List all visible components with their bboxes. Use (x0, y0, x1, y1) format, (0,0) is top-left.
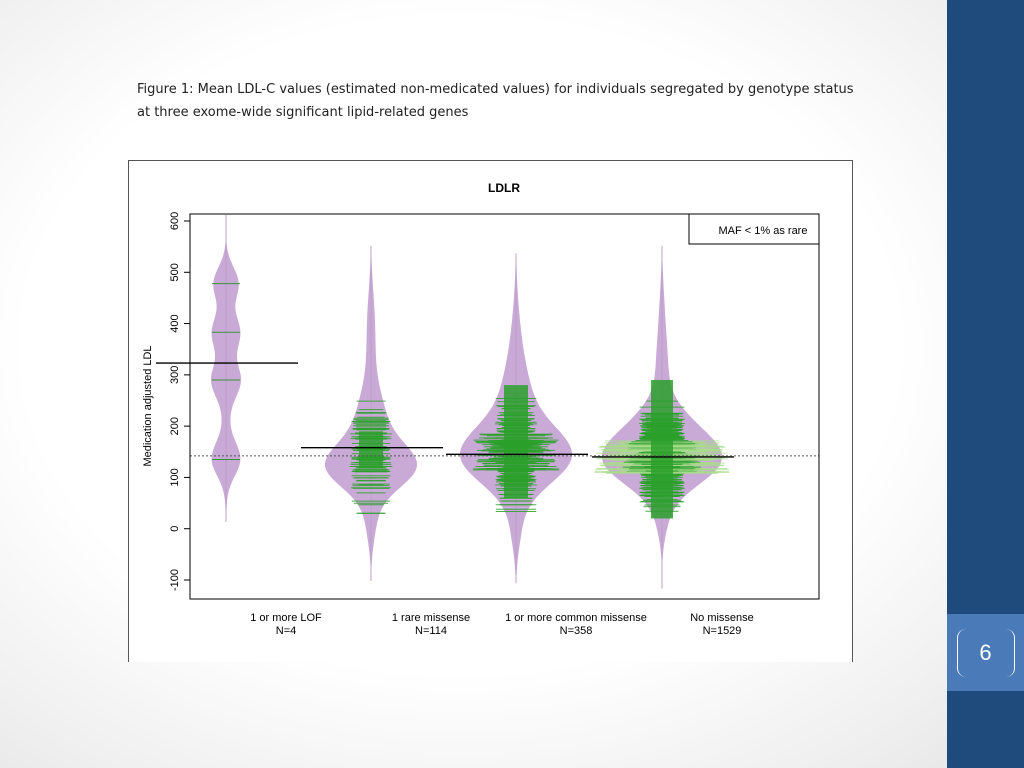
page-number: 6 (979, 639, 992, 665)
bean-core (359, 431, 383, 469)
x-category-count: N=358 (560, 625, 593, 637)
page-number-bracket (957, 629, 1015, 677)
y-tick-label: 400 (169, 314, 181, 332)
bean-core (651, 379, 673, 519)
ldlr-beanplot: LDLR MAF < 1% as rare -100 0 100 200 300 400 5… (142, 181, 820, 637)
x-category-count: N=114 (415, 625, 447, 637)
y-tick-label: 300 (169, 366, 181, 384)
legend-text: MAF < 1% as rare (719, 225, 808, 237)
y-tick-label: 200 (169, 417, 181, 435)
page-number-tab (947, 614, 1024, 691)
legend-box: MAF < 1% as rare (688, 213, 820, 245)
x-category-label: 1 or more LOF (250, 612, 322, 624)
y-tick-label: 600 (169, 212, 181, 230)
x-category-count: N=4 (276, 625, 297, 637)
bean-core (504, 385, 528, 498)
x-category-label: 1 rare missense (392, 612, 470, 624)
y-tick-label: 100 (169, 468, 181, 486)
chart-title: LDLR (488, 181, 520, 195)
y-axis-label: Medication adjusted LDL (142, 345, 154, 466)
x-category-label: No missense (690, 612, 754, 624)
x-category-count: N=1529 (703, 625, 742, 637)
y-tick-label: 500 (169, 263, 181, 281)
x-category-label: 1 or more common missense (505, 612, 647, 624)
figure-caption: Figure 1: Mean LDL-C values (estimated n… (137, 82, 854, 120)
y-tick-label: 0 (169, 526, 181, 532)
y-tick-label: -100 (169, 569, 181, 591)
figure-frame: LDLR MAF < 1% as rare -100 0 100 200 300 400 5… (128, 160, 853, 662)
